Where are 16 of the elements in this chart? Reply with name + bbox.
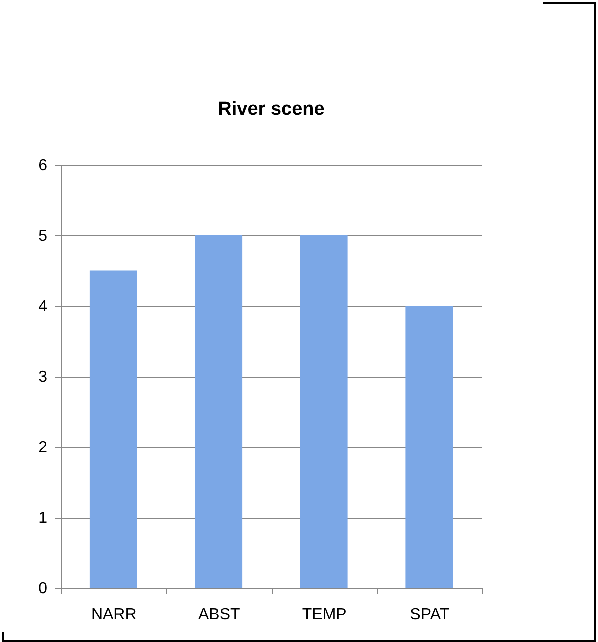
x-tick-label: ABST [198,606,240,624]
y-tick-label: 5 [38,228,48,245]
bar [300,236,348,588]
x-tick-label: TEMP [302,606,347,624]
bar [90,270,138,588]
bar [195,236,243,588]
chart-title: River scene [218,99,325,120]
y-tick-label: 2 [38,440,48,456]
y-tick-label: 6 [38,158,48,174]
y-tick-label: 1 [38,510,48,527]
y-tick-label: 4 [38,298,48,316]
x-tick-label: SPAT [410,606,450,624]
bar [406,306,454,588]
y-tick-label: 0 [38,580,48,598]
y-tick-label: 3 [38,369,48,386]
x-tick-label: NARR [91,606,137,624]
